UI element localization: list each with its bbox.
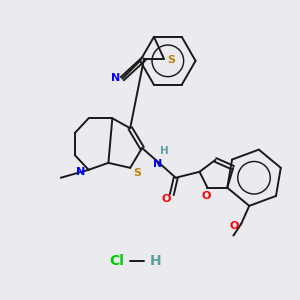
Text: N: N <box>153 159 163 169</box>
Text: H: H <box>160 146 169 156</box>
Text: N: N <box>76 167 85 177</box>
Text: N: N <box>111 73 120 83</box>
Text: Cl: Cl <box>109 254 124 268</box>
Text: S: S <box>133 168 141 178</box>
Text: O: O <box>230 221 239 231</box>
Text: O: O <box>161 194 170 203</box>
Text: H: H <box>150 254 162 268</box>
Text: S: S <box>167 55 175 64</box>
Text: O: O <box>202 190 211 201</box>
